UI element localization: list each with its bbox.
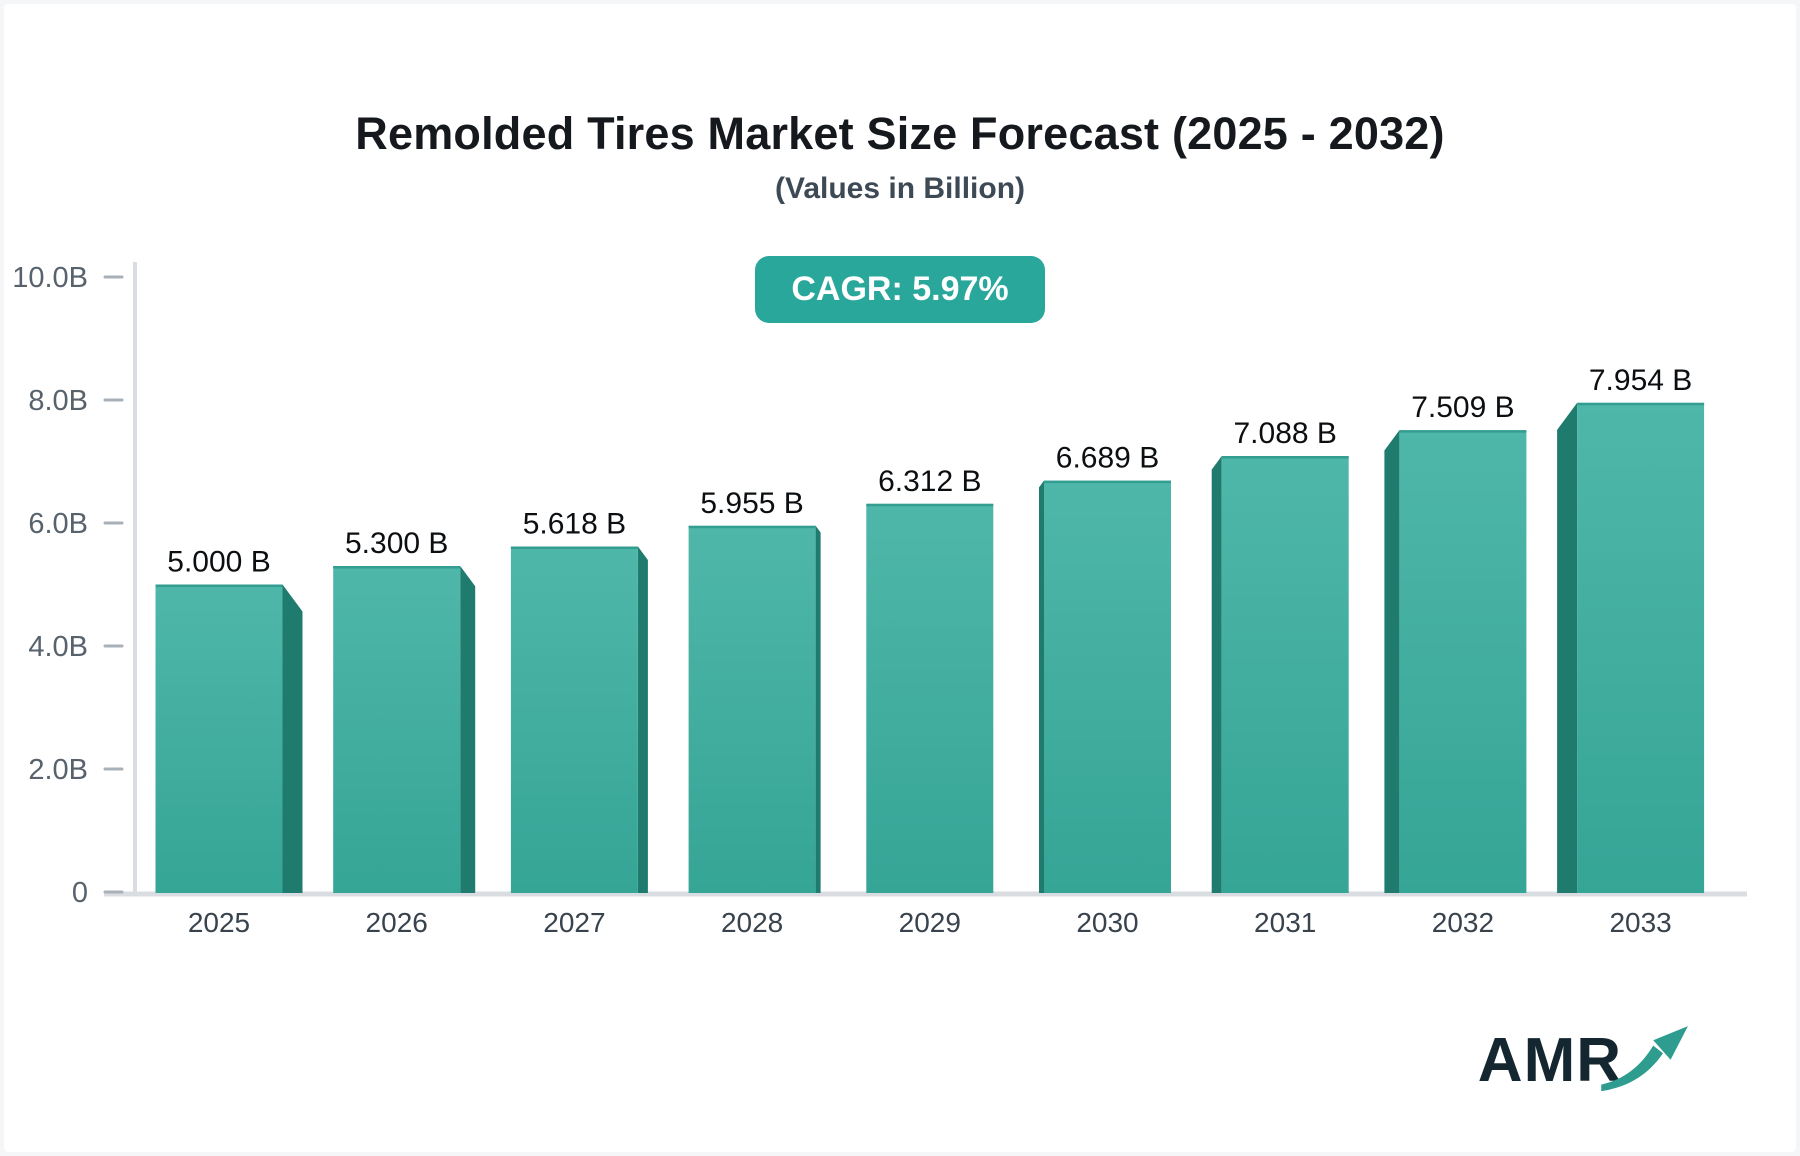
page-title: Remolded Tires Market Size Forecast (202… — [355, 108, 1445, 159]
bar-value-label: 6.689 B — [1056, 442, 1159, 475]
bar-3d-side — [815, 525, 821, 893]
bar-2028: 5.955 B 2028 — [688, 487, 821, 938]
bar-2026: 5.300 B 2026 — [333, 527, 476, 938]
bar-face — [688, 525, 816, 893]
bar-value-label: 5.000 B — [167, 546, 270, 579]
x-axis-label: 2032 — [1432, 907, 1494, 938]
y-tick-label: 6.0B — [28, 508, 88, 540]
bar-value-label: 5.618 B — [523, 507, 626, 540]
bar-2033: 7.954 B 2033 — [1557, 364, 1705, 938]
bar-3d-side — [1211, 456, 1222, 893]
page-subtitle: (Values in Billion) — [774, 172, 1026, 205]
x-axis-label: 2025 — [188, 907, 250, 938]
bar-face — [155, 584, 283, 893]
bar-2030: 6.689 B 2030 — [1039, 442, 1171, 938]
bar-value-label: 6.312 B — [878, 465, 981, 498]
bar-face — [1044, 480, 1171, 893]
cagr-badge: CAGR: 5.97% — [755, 256, 1045, 323]
bar-2031: 7.088 B 2031 — [1211, 417, 1349, 938]
x-axis-label: 2029 — [899, 907, 961, 938]
chart-card: Remolded Tires Market Size Forecast (202… — [4, 4, 1796, 1152]
bar-value-label: 7.954 B — [1589, 364, 1692, 397]
x-axis-label: 2030 — [1076, 907, 1138, 938]
bar-value-label: 5.300 B — [345, 527, 448, 560]
bar-3d-side — [637, 546, 648, 893]
bar-2027: 5.618 B 2027 — [510, 507, 648, 938]
y-tick-label: 0 — [72, 877, 88, 909]
y-tick-label: 10.0B — [12, 262, 88, 294]
bar-value-label: 7.088 B — [1233, 417, 1336, 450]
bar-2025: 5.000 B 2025 — [155, 546, 303, 938]
amr-logo: AMR — [1477, 1026, 1700, 1102]
bar-face — [1399, 430, 1527, 893]
bar-3d-side — [282, 584, 303, 893]
growth-arrow-icon — [1601, 1026, 1688, 1092]
amr-logo-text: AMR — [1477, 1026, 1622, 1095]
bar-3d-side — [1039, 480, 1044, 893]
bar-3d-side — [1557, 402, 1578, 893]
bar-2029: 6.312 B 2029 — [866, 465, 994, 938]
bar-3d-side — [1384, 430, 1400, 893]
bar-face — [510, 546, 638, 893]
bar-value-label: 5.955 B — [700, 487, 803, 520]
x-axis-label: 2031 — [1254, 907, 1316, 938]
bar-face — [333, 566, 461, 893]
bar-face — [866, 503, 994, 893]
bar-face — [1221, 456, 1349, 893]
x-axis-label: 2033 — [1609, 907, 1671, 938]
x-axis-label: 2028 — [721, 907, 783, 938]
bar-3d-side — [460, 566, 476, 893]
y-tick-label: 4.0B — [28, 631, 88, 663]
bar-value-label: 7.509 B — [1411, 391, 1514, 424]
cagr-badge-wrap: CAGR: 5.97% — [4, 256, 1796, 323]
bar-chart: 0 2.0B 4.0B 6.0B 8.0B 10.0B 5.000 B 2025 5.300 B… — [12, 262, 1747, 938]
bar-face — [1577, 402, 1705, 893]
x-axis-label: 2026 — [366, 907, 428, 938]
bar-2032: 7.509 B 2032 — [1384, 391, 1527, 938]
y-tick-label: 2.0B — [28, 754, 88, 786]
x-axis-label: 2027 — [543, 907, 605, 938]
y-tick-label: 8.0B — [28, 385, 88, 417]
